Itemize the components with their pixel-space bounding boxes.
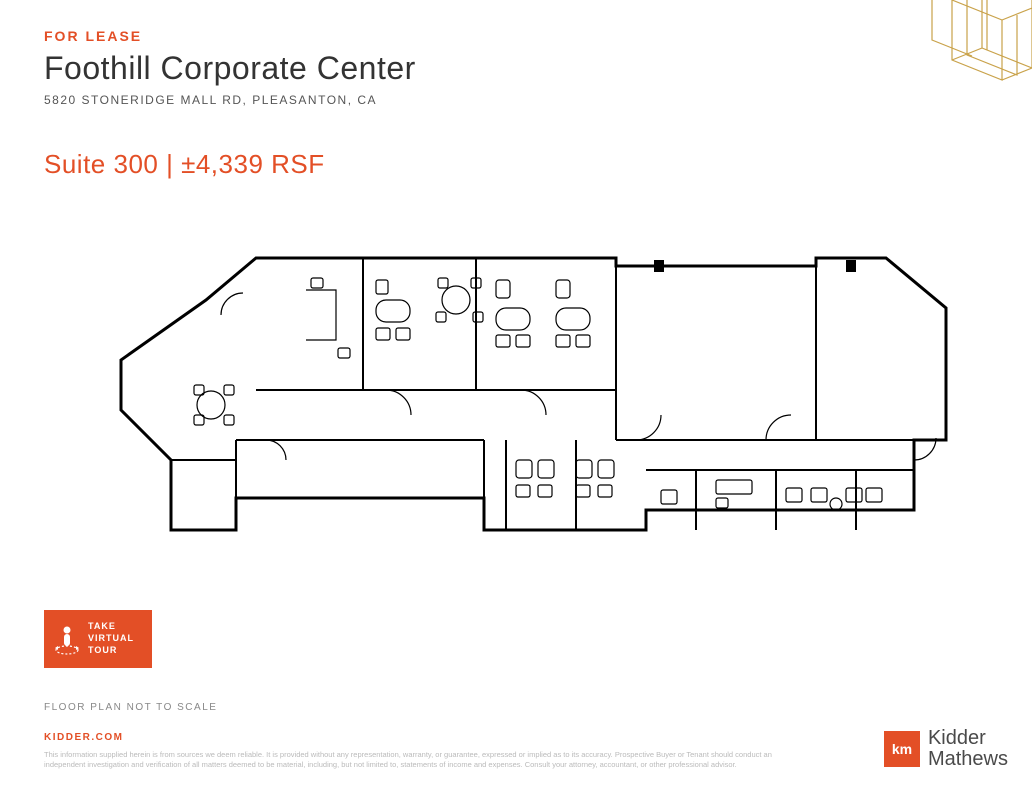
website-link[interactable]: KIDDER.COM [44,732,123,743]
scale-note: FLOOR PLAN NOT TO SCALE [44,702,217,713]
floor-plan [76,230,956,550]
logo-line2: Mathews [928,749,1008,770]
virtual-tour-button[interactable]: TAKE VIRTUAL TOUR [44,610,152,668]
corner-decoration [832,0,1032,140]
tour-line3: TOUR [88,645,134,657]
suite-info: Suite 300 | ±4,339 RSF [44,149,1032,180]
company-logo: km Kidder Mathews [884,728,1008,770]
tour-icon [54,622,80,656]
disclaimer-text: This information supplied herein is from… [44,750,804,770]
tour-line1: TAKE [88,621,134,633]
logo-line1: Kidder [928,728,1008,749]
tour-line2: VIRTUAL [88,633,134,645]
logo-mark: km [884,731,920,767]
